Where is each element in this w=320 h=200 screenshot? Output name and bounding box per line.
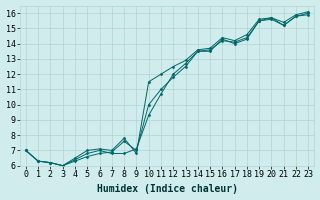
X-axis label: Humidex (Indice chaleur): Humidex (Indice chaleur) bbox=[97, 184, 237, 194]
